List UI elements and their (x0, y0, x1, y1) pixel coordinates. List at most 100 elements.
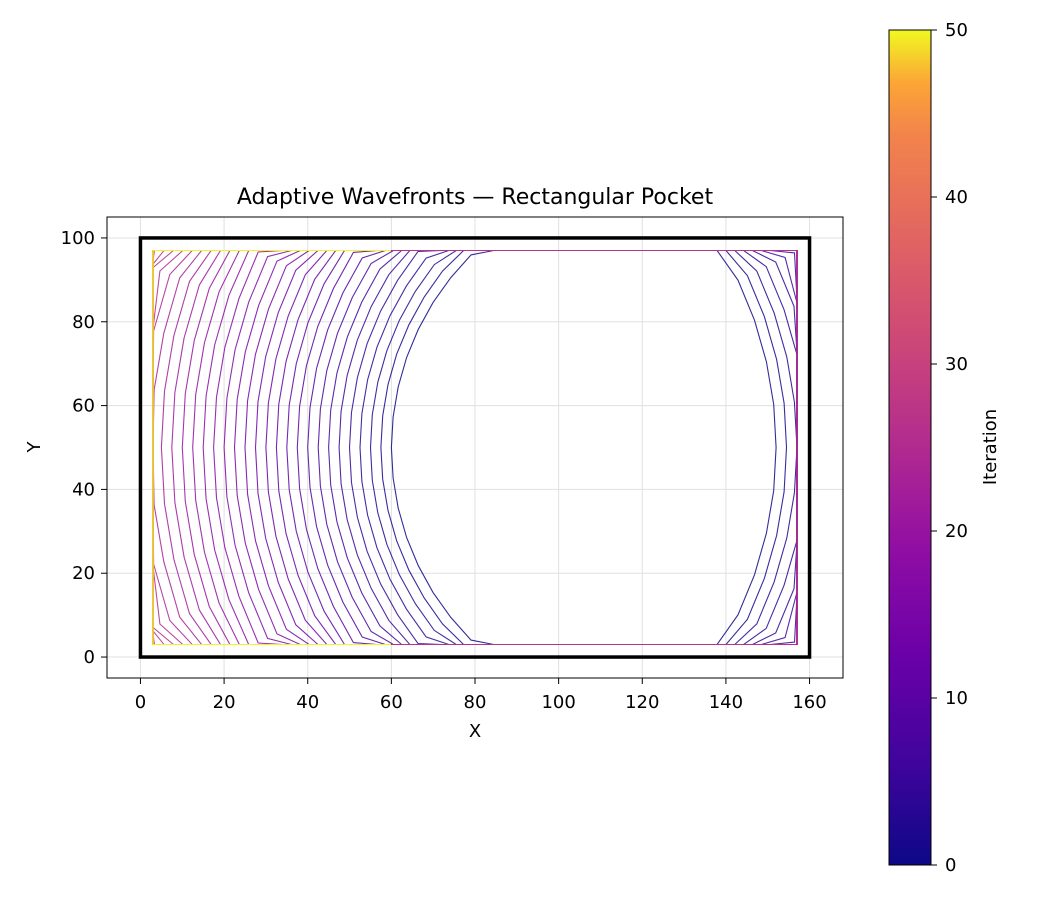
x-tick-label: 20 (213, 692, 236, 713)
left-wavefront-line (152, 249, 664, 646)
left-wavefront-line (275, 249, 664, 646)
y-tick-label: 20 (72, 563, 95, 584)
pocket-boundary-group (138, 236, 812, 659)
left-wavefront-line (202, 249, 664, 646)
right-wavefront-line (391, 249, 777, 646)
right-wavefront-line (391, 249, 798, 646)
left-wavefront-line (296, 249, 664, 646)
left-wavefront-line (152, 249, 664, 646)
right-wavefront-line (391, 249, 798, 646)
right-wavefront-line (391, 249, 798, 646)
left-wavefront-line (152, 249, 664, 646)
chart-title: Adaptive Wavefronts — Rectangular Pocket (237, 185, 714, 210)
right-wavefront-line (391, 249, 798, 646)
left-wavefront-line (152, 249, 664, 646)
right-wavefront-line (391, 249, 798, 646)
right-wavefront-line (391, 249, 798, 646)
colorbar-tick-label: 30 (945, 354, 968, 375)
left-wavefront-line (152, 249, 664, 646)
right-wavefront-line (391, 249, 798, 646)
right-wavefront-line (391, 249, 798, 646)
colorbar-label: Iteration (980, 409, 1001, 485)
x-tick-label: 0 (135, 692, 146, 713)
colorbar-ticks: 0 10 20 30 40 50 (931, 20, 968, 876)
left-wavefront-line (160, 249, 664, 646)
right-wavefront-line (391, 249, 798, 646)
x-tick-label: 60 (380, 692, 403, 713)
left-wavefront-line (152, 249, 664, 646)
y-axis-label: Y (24, 441, 45, 454)
left-wavefront-line (152, 249, 664, 646)
right-wavefront-line (391, 249, 798, 646)
x-tick-label: 40 (296, 692, 319, 713)
left-wavefront-line (348, 249, 664, 646)
x-tick-label: 80 (464, 692, 487, 713)
right-wavefront-line (391, 249, 798, 646)
wavefronts (152, 249, 798, 646)
left-wavefront-line (223, 249, 664, 646)
x-tick-label: 120 (625, 692, 659, 713)
right-wavefront-line (391, 249, 798, 646)
left-wavefront-line (369, 249, 664, 646)
colorbar-tick-label: 10 (945, 688, 968, 709)
right-wavefront-line (391, 249, 798, 646)
right-wavefront-line (391, 249, 798, 646)
y-tick-label: 0 (84, 647, 95, 668)
y-tick-label: 40 (72, 479, 95, 500)
y-tick-label: 100 (61, 228, 95, 249)
right-wavefront-line (391, 249, 798, 646)
left-wavefront-line (152, 249, 664, 646)
x-tick-label: 100 (541, 692, 575, 713)
left-wavefront-line (213, 249, 664, 646)
colorbar-tick-label: 40 (945, 187, 968, 208)
x-tick-label: 140 (709, 692, 743, 713)
right-wavefront-line (391, 249, 798, 646)
colorbar-tick-label: 20 (945, 521, 968, 542)
left-wavefront-line (152, 249, 664, 646)
left-wavefront-line (233, 249, 664, 646)
colorbar (888, 29, 932, 866)
left-wavefront-line (152, 249, 664, 646)
right-wavefront-line (391, 249, 798, 646)
x-axis-label: X (469, 721, 481, 742)
right-wavefront-line (391, 249, 798, 646)
left-wavefront-line (152, 249, 664, 646)
left-wavefront-line (152, 249, 664, 646)
right-wavefront-line (391, 249, 798, 646)
left-wavefront-line (192, 249, 664, 646)
left-wavefront-line (152, 249, 664, 646)
left-wavefront-line (152, 249, 664, 646)
right-wavefront-line (391, 249, 788, 646)
right-wavefront-line (391, 249, 798, 646)
right-wavefront-line (391, 249, 798, 646)
right-wavefront-line (391, 249, 798, 646)
left-wavefront-line (152, 249, 664, 646)
left-wavefront-line (152, 249, 664, 646)
left-wavefront-line (307, 249, 664, 646)
left-wavefront-line (254, 249, 664, 646)
left-wavefront-line (152, 249, 664, 646)
left-wavefront-line (152, 249, 664, 646)
left-wavefront-line (390, 249, 664, 646)
left-wavefront-line (380, 249, 664, 646)
left-wavefront-line (152, 249, 664, 646)
right-wavefront-line (391, 249, 798, 646)
colorbar-tick-label: 50 (945, 20, 968, 41)
right-wavefront-line (391, 249, 798, 646)
y-tick-label: 60 (72, 396, 95, 417)
left-wavefront-line (152, 249, 664, 646)
left-wavefront-line (328, 249, 664, 646)
x-tick-label: 160 (792, 692, 826, 713)
left-wavefront-line (152, 249, 664, 646)
left-wavefront-line (152, 249, 664, 646)
left-wavefront-line (152, 249, 664, 646)
right-wavefront-line (391, 249, 798, 646)
x-axis-ticks: 0 20 40 60 80 100 120 140 160 (135, 678, 827, 713)
grid (107, 217, 843, 678)
left-wavefront-line (338, 249, 664, 646)
y-tick-label: 80 (72, 312, 95, 333)
colorbar-tick-label: 0 (945, 855, 956, 876)
left-wavefront-line (265, 249, 664, 646)
left-wavefront-line (152, 249, 664, 646)
